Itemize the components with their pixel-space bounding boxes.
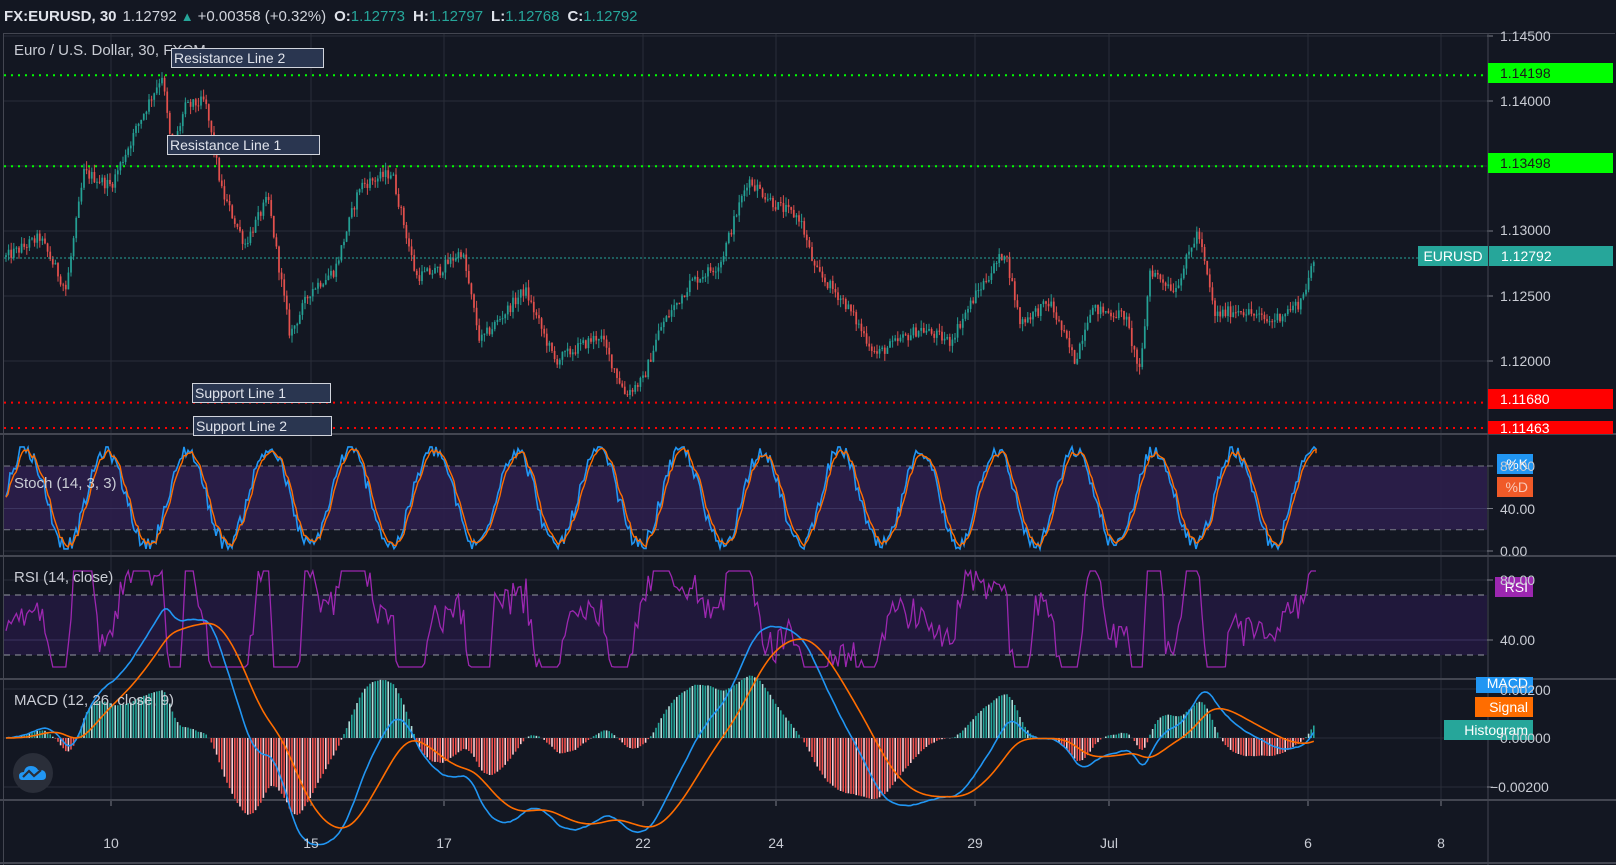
chart-frame (3, 33, 1615, 865)
up-arrow-icon: ▲ (180, 9, 194, 24)
support-line-2-label[interactable]: Support Line 2 (193, 416, 332, 436)
histogram-legend: Histogram (1444, 720, 1533, 740)
close-value: 1.12792 (583, 8, 638, 25)
high-label: H: (412, 8, 429, 25)
date-tick: 8 (1437, 835, 1445, 851)
rsi-legend: RSI (1495, 577, 1533, 597)
price-tick: 1.13000 (1500, 222, 1551, 238)
price-tick: 1.12500 (1500, 288, 1551, 304)
date-tick: Jul (1100, 835, 1118, 851)
symbol-title[interactable]: FX:EURUSD, 30 (4, 8, 117, 25)
stoch-tick: 0.00 (1500, 543, 1528, 559)
symbol-header: FX:EURUSD, 30 1.12792 ▲ +0.00358 (+0.32%… (0, 0, 1616, 33)
cloud-chart-icon (19, 766, 46, 780)
resistance-line-2-label[interactable]: Resistance Line 2 (171, 48, 324, 68)
macd-tick: −0.00200 (1490, 779, 1549, 795)
rsi-tick: 40.00 (1500, 632, 1536, 648)
price-pane-title: Euro / U.S. Dollar, 30, FXCM (14, 42, 206, 59)
stoch-d-legend: %D (1497, 477, 1533, 497)
low-value: 1.12768 (505, 8, 560, 25)
price-tick: 1.14500 (1500, 28, 1551, 44)
stoch-k-legend: %K (1497, 454, 1533, 474)
date-tick: 17 (436, 835, 452, 851)
support-line-1-label[interactable]: Support Line 1 (192, 383, 331, 403)
stoch-tick: 80.00 (1500, 458, 1536, 474)
open-label: O: (334, 8, 351, 25)
date-tick: 29 (967, 835, 983, 851)
last-price-symbol-tag: EURUSD (1418, 246, 1488, 266)
rsi-tick: 80.00 (1500, 572, 1536, 588)
high-value: 1.12797 (428, 8, 484, 25)
price-tick: 1.12000 (1500, 353, 1551, 369)
macd-tick: 0.00000 (1500, 730, 1551, 746)
signal-legend: Signal (1475, 697, 1533, 717)
stoch-pane-title: Stoch (14, 3, 3) (14, 475, 117, 492)
date-tick: 15 (303, 835, 319, 851)
rsi-pane-title: RSI (14, close) (14, 569, 114, 586)
date-tick: 22 (635, 835, 651, 851)
open-value: 1.12773 (350, 8, 405, 25)
tradingview-logo-button[interactable] (13, 753, 53, 793)
support-1-price-tag: 1.11680 (1488, 389, 1613, 409)
price-change: +0.00358 (+0.32%) (197, 8, 327, 25)
low-label: L: (491, 8, 506, 25)
resistance-1-price-tag: 1.13498 (1488, 153, 1613, 173)
macd-legend: MACD (1476, 677, 1533, 693)
price-tick: 1.14000 (1500, 93, 1551, 109)
resistance-2-price-tag: 1.14198 (1488, 63, 1613, 83)
close-label: C: (567, 8, 584, 25)
date-tick: 6 (1304, 835, 1312, 851)
date-tick: 24 (768, 835, 784, 851)
macd-tick: 0.00200 (1500, 682, 1551, 698)
date-tick: 10 (103, 835, 119, 851)
last-price: 1.12792 (122, 8, 177, 25)
last-price-tag: 1.12792 (1489, 246, 1613, 266)
stoch-tick: 40.00 (1500, 501, 1536, 517)
resistance-line-1-label[interactable]: Resistance Line 1 (167, 135, 320, 155)
macd-pane-title: MACD (12, 26, close, 9) (14, 692, 175, 709)
support-2-price-tag: 1.11463 (1488, 421, 1613, 434)
